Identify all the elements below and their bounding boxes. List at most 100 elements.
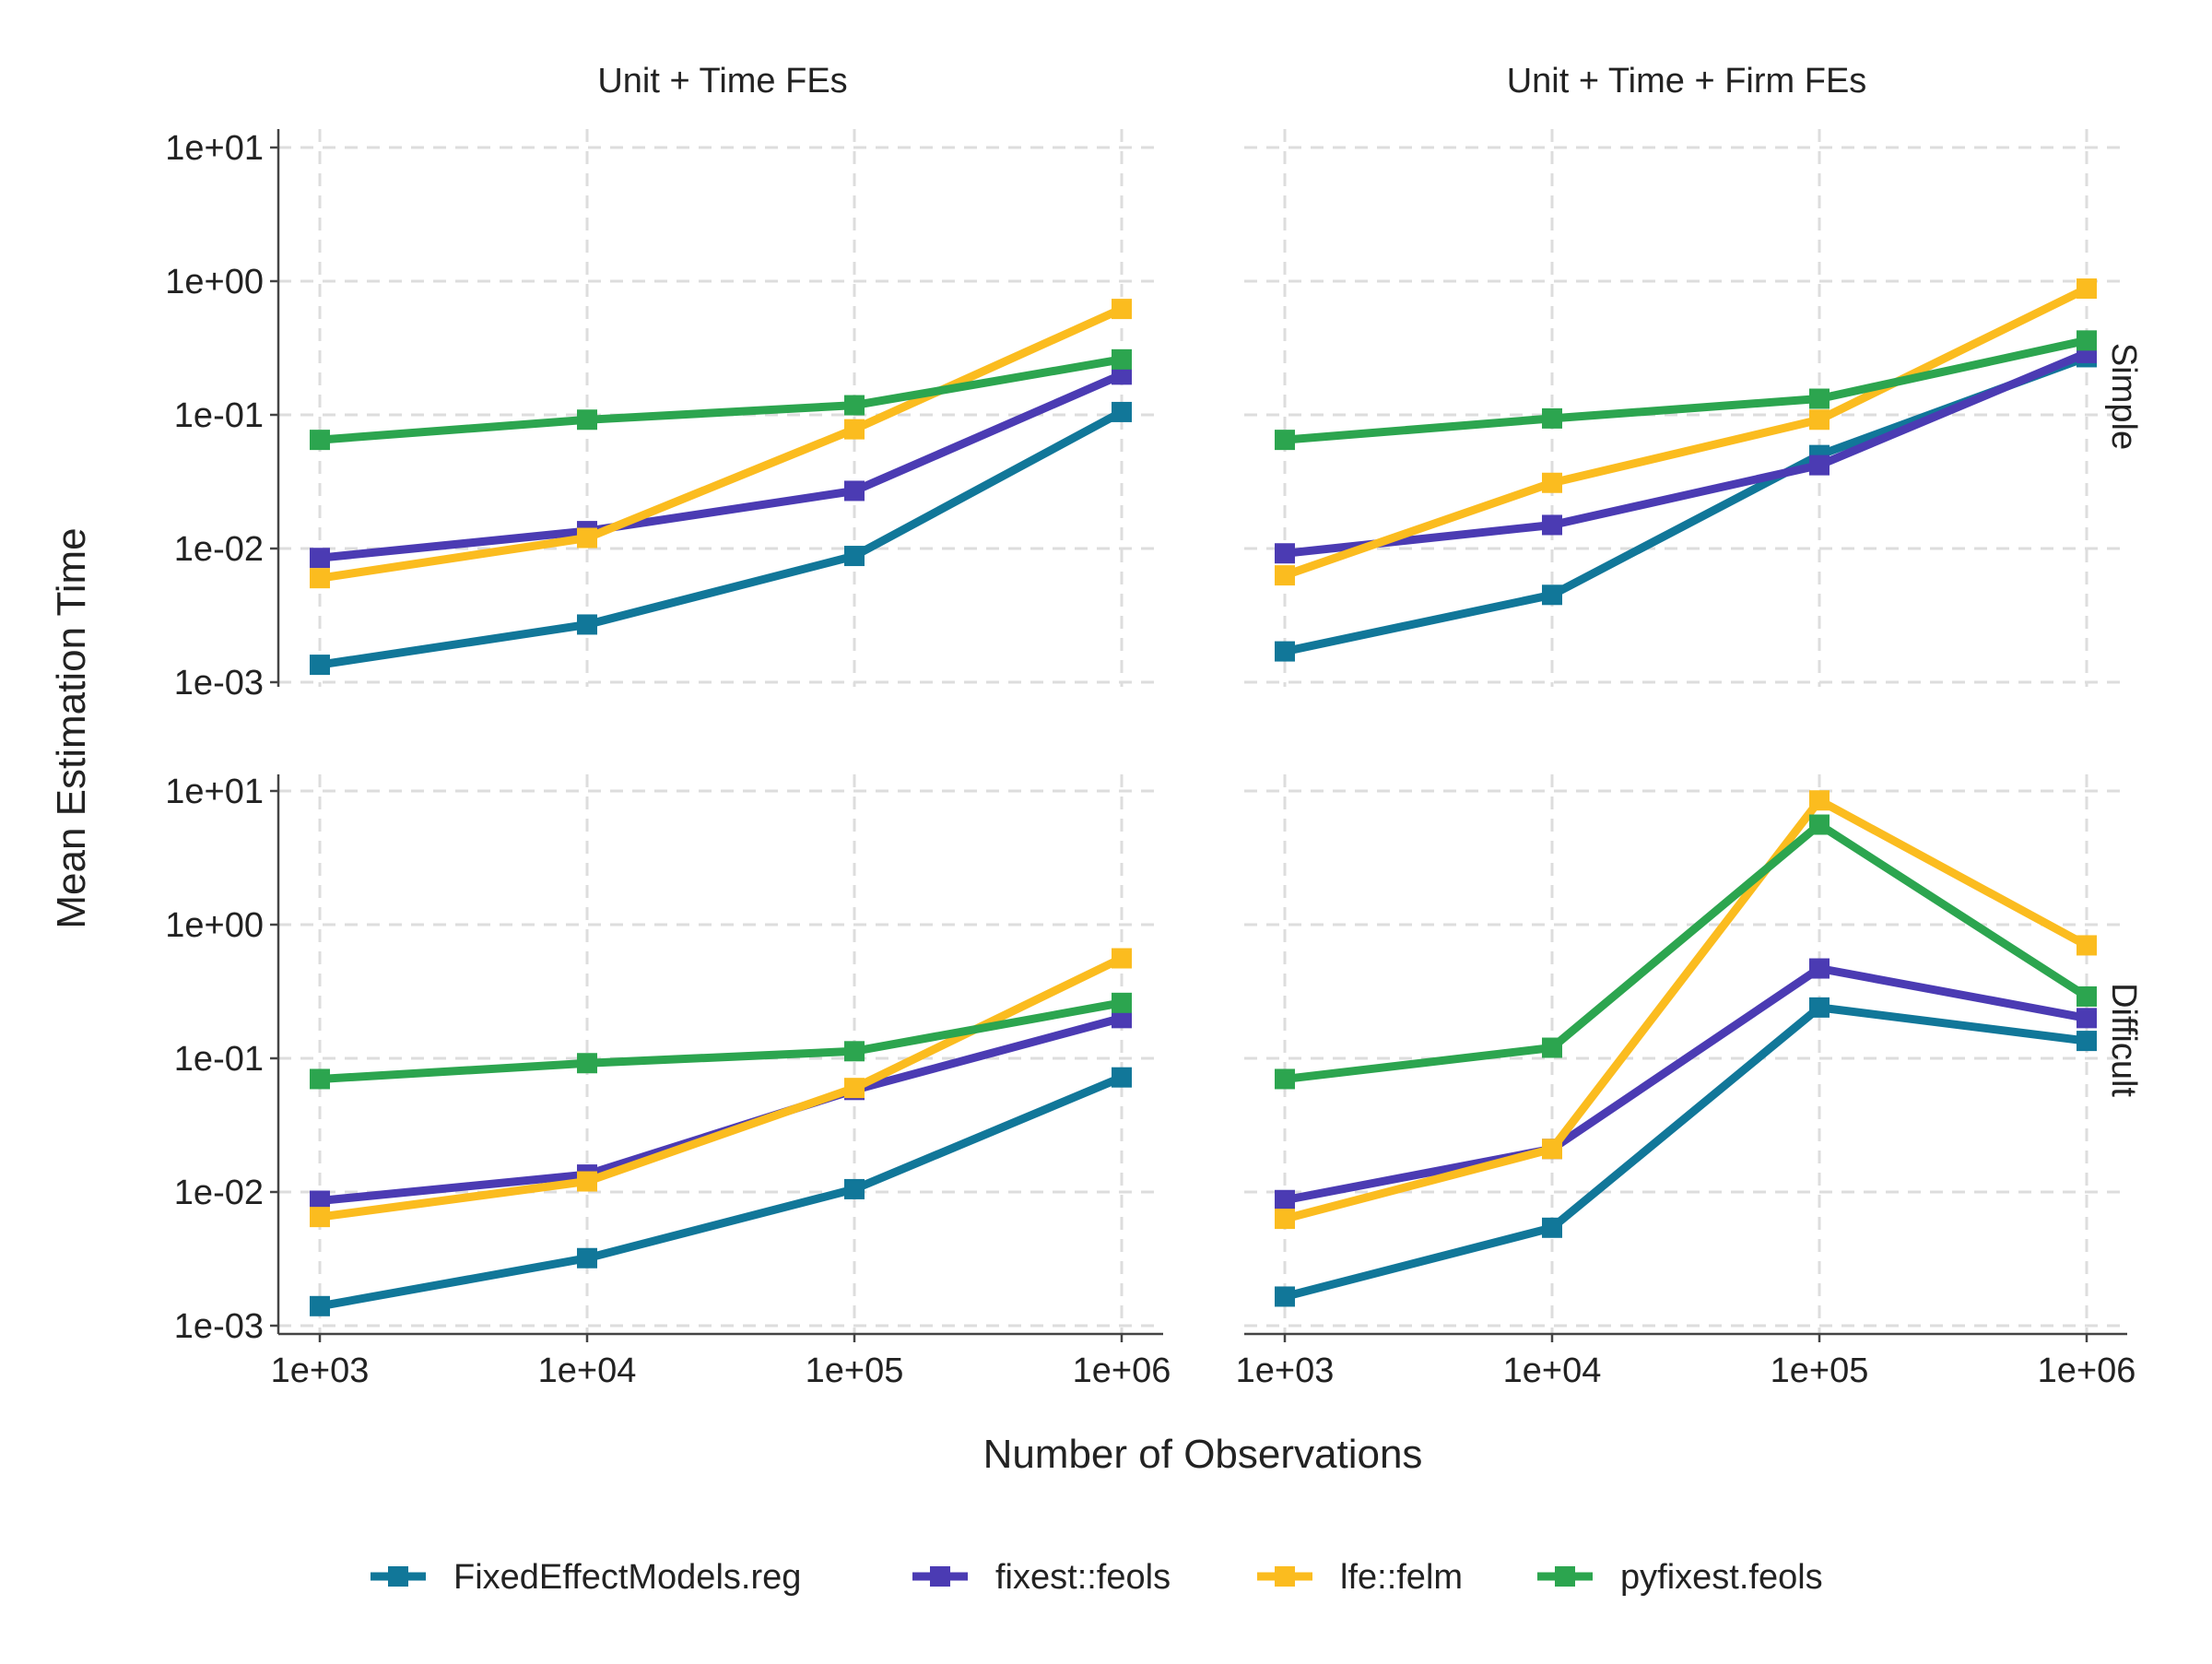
legend-label-lfe: lfe::felm: [1340, 1558, 1463, 1597]
panel-2-2-series-line-fixest-feols: [1284, 964, 2088, 1205]
legend-label-fixedeffectmodels: FixedEffectModels.reg: [453, 1558, 801, 1597]
panel-2-1-point-fixedeffectmodels-reg-1: [577, 1247, 597, 1269]
panel-2-2-x-tick-label-2: 1e+05: [1771, 1351, 1869, 1390]
panel-2-1-x-tick-label-2: 1e+05: [806, 1351, 904, 1390]
panel-2-1-x-tick-label-0: 1e+03: [271, 1351, 370, 1390]
panel-1-1-y-tick-label-1: 1e-02: [174, 530, 264, 569]
panel-1-1-point-pyfixest-feols-0: [310, 430, 330, 451]
grid-layer: [278, 129, 2127, 1334]
panel-2-1-y-tick-label-3: 1e+00: [165, 906, 264, 945]
axes-layer: 1e-03 1e-02 1e-01 1e+00 1e+01 1e-03 1e-02 1e-01…: [165, 129, 2136, 1390]
panel-2-1-point-pyfixest-feols-3: [1112, 992, 1132, 1013]
panel-2-1-y-tick-label-1: 1e-02: [174, 1174, 264, 1212]
panel-2-2-point-lfe-felm-0: [1275, 1209, 1295, 1230]
panel-1-1-y-tick-label-0: 1e-03: [174, 664, 264, 702]
panel-1-2-point-fixest-feols-2: [1809, 454, 1830, 476]
panel-1-1-point-fixest-feols-0: [310, 548, 330, 569]
legend: FixedEffectModels.reg fixest::feols lfe:…: [371, 1558, 1823, 1597]
panel-2-1-y-tick-label-0: 1e-03: [174, 1307, 264, 1346]
panel-2-1-point-lfe-felm-2: [844, 1078, 865, 1099]
panel-2-1-point-lfe-felm-1: [577, 1171, 597, 1192]
panel-2-2-point-fixedeffectmodels-reg-0: [1275, 1286, 1295, 1307]
panel-1-1-y-tick-label-2: 1e-01: [174, 396, 264, 435]
panel-2-1-point-lfe-felm-0: [310, 1207, 330, 1228]
panel-2-1-point-pyfixest-feols-0: [310, 1068, 330, 1090]
panel-1-1-point-pyfixest-feols-2: [844, 395, 865, 416]
panel-1-1-series-line-fixest-feols: [319, 371, 1124, 562]
panel-2-2-x-tick-label-3: 1e+06: [2038, 1351, 2136, 1390]
row-strip-label-simple: Simple: [2104, 343, 2143, 450]
panel-1-2-point-pyfixest-feols-0: [1275, 430, 1295, 451]
panel-2-1-series-line-lfe-felm: [319, 954, 1124, 1221]
panel-2-1-point-fixest-feols-3: [1112, 1008, 1132, 1029]
panel-2-1-point-pyfixest-feols-2: [844, 1041, 865, 1062]
panel-2-2-point-fixest-feols-0: [1275, 1189, 1295, 1210]
legend-label-pyfixest: pyfixest.feols: [1620, 1558, 1823, 1597]
panel-2-2-point-fixedeffectmodels-reg-2: [1809, 997, 1830, 1018]
panel-2-1-x-tick-label-1: 1e+04: [538, 1351, 637, 1390]
panel-1-1-point-fixedeffectmodels-reg-3: [1112, 401, 1132, 422]
panel-2-2-point-fixest-feols-3: [2077, 1008, 2097, 1029]
panel-1-1-point-fixedeffectmodels-reg-2: [844, 546, 865, 567]
panel-2-2-point-fixedeffectmodels-reg-3: [2077, 1031, 2097, 1052]
panel-1-1-y-tick-label-4: 1e+01: [165, 129, 264, 168]
panel-1-2-point-pyfixest-feols-2: [1809, 388, 1830, 409]
panel-1-2-point-fixedeffectmodels-reg-1: [1542, 584, 1562, 606]
panel-1-1-series-line-fixedeffectmodels-reg: [319, 407, 1124, 669]
panel-2-1-x-tick-label-3: 1e+06: [1073, 1351, 1171, 1390]
panel-2-1-series-line-pyfixest-feols: [319, 998, 1123, 1083]
panel-2-2-point-fixest-feols-2: [1809, 958, 1830, 979]
panel-1-2-series-line-pyfixest-feols: [1284, 336, 2088, 444]
panel-1-1-point-fixest-feols-3: [1112, 364, 1132, 385]
panel-1-1-point-fixedeffectmodels-reg-0: [310, 655, 330, 676]
panel-1-1-point-fixest-feols-2: [844, 480, 865, 502]
legend-swatch-marker-lfe: [1275, 1566, 1295, 1587]
panel-2-1-point-fixedeffectmodels-reg-0: [310, 1295, 330, 1316]
legend-swatch-marker-fixest: [930, 1566, 950, 1587]
panel-2-1-series-line-fixest-feols: [319, 1014, 1124, 1205]
panel-2-2-point-pyfixest-feols-0: [1275, 1068, 1295, 1090]
text-layer: Number of Observations Mean Estimation T…: [49, 62, 2143, 1477]
panel-2-2-series-line-lfe-felm: [1283, 796, 2089, 1223]
panel-1-1-point-pyfixest-feols-1: [577, 409, 597, 431]
row-strip-label-difficult: Difficult: [2104, 983, 2143, 1097]
panel-1-2-point-pyfixest-feols-1: [1542, 407, 1562, 429]
legend-label-fixest: fixest::feols: [995, 1558, 1171, 1597]
panel-2-2-series-line-fixedeffectmodels-reg: [1283, 1003, 2088, 1301]
panel-1-2-point-fixedeffectmodels-reg-0: [1275, 641, 1295, 662]
panel-2-1-point-fixest-feols-0: [310, 1190, 330, 1211]
panel-1-1-point-lfe-felm-0: [310, 568, 330, 589]
panel-1-2-point-pyfixest-feols-3: [2077, 330, 2097, 351]
panel-2-2-point-pyfixest-feols-1: [1542, 1037, 1562, 1058]
panel-1-1-point-lfe-felm-2: [844, 419, 865, 440]
panel-1-2-series-line-lfe-felm: [1283, 285, 2088, 580]
panel-1-1-point-lfe-felm-1: [577, 527, 597, 549]
panel-1-1-point-fixedeffectmodels-reg-1: [577, 614, 597, 635]
panel-2-2-series-line-pyfixest-feols: [1284, 820, 2089, 1083]
panel-2-2-x-tick-label-0: 1e+03: [1236, 1351, 1335, 1390]
panel-2-2-point-lfe-felm-1: [1542, 1139, 1562, 1160]
panel-2-2-point-pyfixest-feols-2: [1809, 814, 1830, 835]
panel-1-2-point-lfe-felm-1: [1542, 472, 1562, 493]
panel-2-2-point-lfe-felm-3: [2077, 935, 2097, 956]
panel-1-2-point-lfe-felm-0: [1275, 565, 1295, 586]
panel-2-2-point-lfe-felm-2: [1809, 790, 1830, 811]
panel-2-1-point-fixedeffectmodels-reg-3: [1112, 1067, 1132, 1088]
panel-1-2-point-fixest-feols-0: [1275, 543, 1295, 564]
panel-2-1-point-fixedeffectmodels-reg-2: [844, 1178, 865, 1199]
panel-1-1-y-tick-label-3: 1e+00: [165, 263, 264, 301]
y-axis-title: Mean Estimation Time: [49, 527, 94, 928]
panel-2-1-series-line-fixedeffectmodels-reg: [319, 1073, 1124, 1311]
panel-2-1-point-pyfixest-feols-1: [577, 1053, 597, 1074]
column-strip-label-1: Unit + Time FEs: [597, 62, 847, 100]
panel-1-2-point-lfe-felm-2: [1809, 409, 1830, 431]
panel-1-1-series-line-pyfixest-feols: [319, 355, 1123, 444]
legend-swatch-marker-pyfixest: [1555, 1566, 1575, 1587]
series-layer: [310, 278, 2097, 1316]
panel-1-2-point-fixest-feols-1: [1542, 514, 1562, 536]
panel-2-1-point-lfe-felm-3: [1112, 948, 1132, 969]
panel-1-1-series-line-lfe-felm: [319, 304, 1124, 583]
panel-2-1-y-tick-label-4: 1e+01: [165, 773, 264, 811]
panel-2-2-x-tick-label-1: 1e+04: [1503, 1351, 1602, 1390]
